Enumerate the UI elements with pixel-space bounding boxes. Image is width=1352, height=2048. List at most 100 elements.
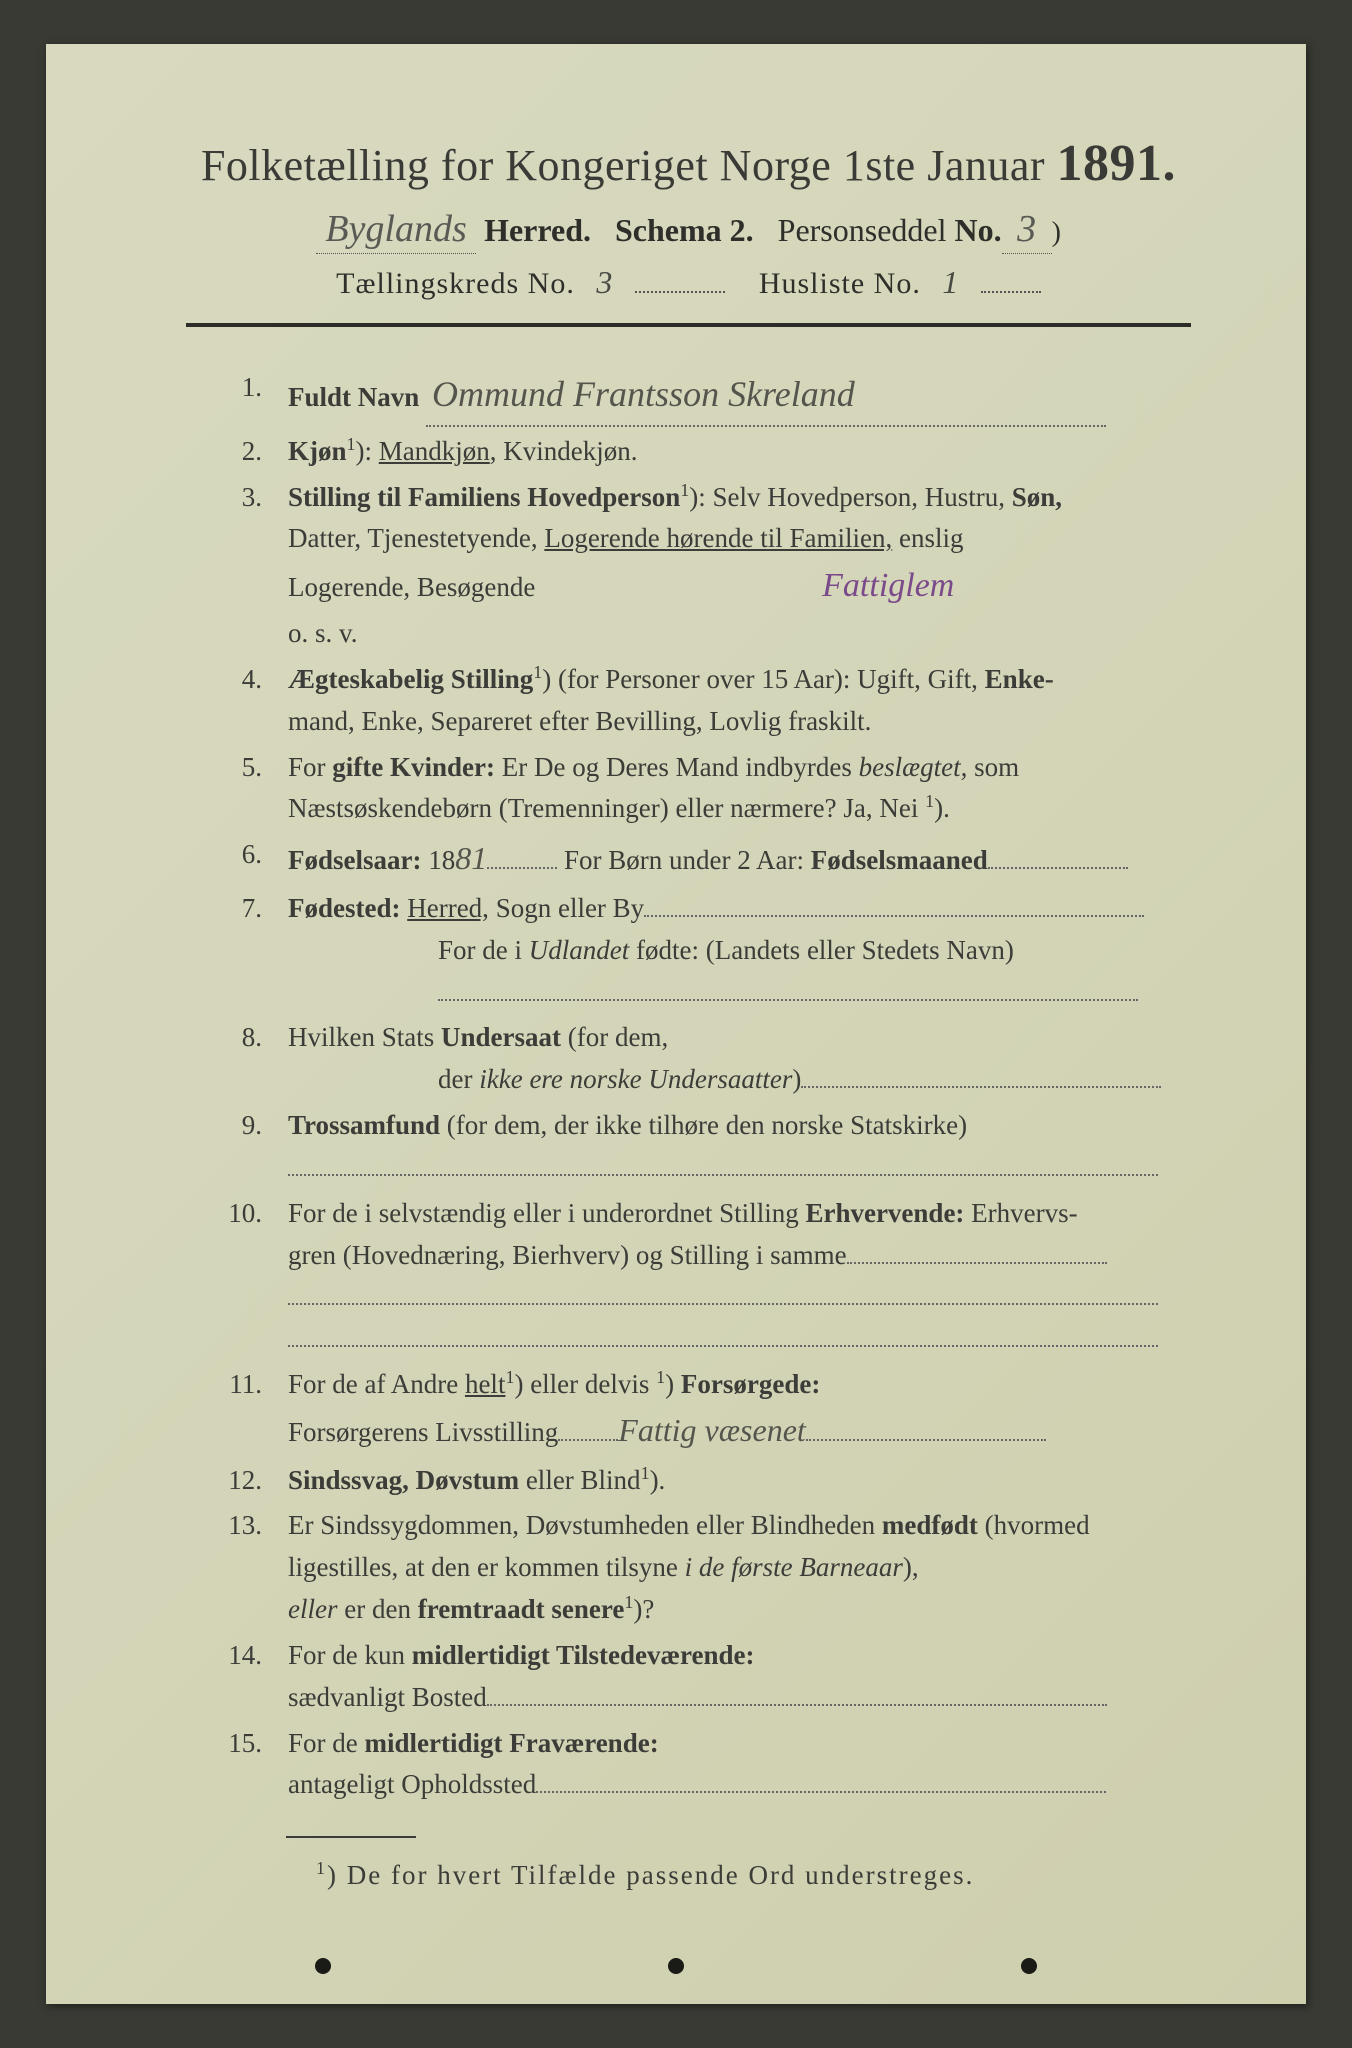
item-number: 2.: [216, 431, 288, 473]
item-11: 11. For de af Andre helt1) eller delvis …: [216, 1364, 1191, 1455]
hole-icon: [668, 1958, 684, 1974]
text: ).: [650, 1465, 666, 1495]
text: For Børn under 2 Aar:: [557, 845, 810, 875]
field-label: gifte Kvinder:: [332, 752, 495, 782]
dotted-line: [536, 1791, 1106, 1793]
item-1: 1. Fuldt Navn Ommund Frantsson Skreland: [216, 367, 1191, 427]
text: ligestilles, at den er kommen tilsyne: [288, 1552, 685, 1582]
kreds-row: Tællingskreds No.3 Husliste No.1: [186, 264, 1191, 301]
text: For: [288, 752, 332, 782]
footnote-ref: 1: [533, 662, 542, 682]
item-14: 14. For de kun midlertidigt Tilstedevære…: [216, 1635, 1191, 1719]
text: ) eller delvis: [514, 1369, 656, 1399]
text: 18: [421, 845, 455, 875]
dotted-line: [847, 1262, 1107, 1264]
item-body: Sindssvag, Døvstum eller Blind1).: [288, 1460, 1191, 1502]
dotted-line: [558, 1439, 618, 1441]
bold-text: medfødt: [882, 1510, 978, 1540]
herred-handwritten: Byglands: [316, 207, 476, 254]
item-5: 5. For gifte Kvinder: Er De og Deres Man…: [216, 747, 1191, 831]
selected-option: Logerende hørende til Familien,: [544, 523, 892, 553]
item-12: 12. Sindssvag, Døvstum eller Blind1).: [216, 1460, 1191, 1502]
subtitle-row: Byglands Herred. Schema 2. Personseddel …: [186, 207, 1191, 254]
item-body: Fødested: Herred, Sogn eller By For de i…: [288, 888, 1191, 1014]
item-body: Ægteskabelig Stilling1) (for Personer ov…: [288, 659, 1191, 743]
item-6: 6. Fødselsaar: 1881 For Børn under 2 Aar…: [216, 834, 1191, 884]
text: ): [665, 1369, 681, 1399]
text: enslig: [892, 523, 963, 553]
paren-close: ): [1052, 217, 1061, 248]
bold-text: Undersaat: [441, 1022, 561, 1052]
item-body: For de midlertidigt Fraværende: antageli…: [288, 1723, 1191, 1807]
item-body: Er Sindssygdommen, Døvstumheden eller Bl…: [288, 1505, 1191, 1631]
item-number: 6.: [216, 834, 288, 884]
item-body: Kjøn1): Mandkjøn, Kvindekjøn.: [288, 431, 1191, 473]
text: er den: [337, 1594, 417, 1624]
field-label: Trossamfund: [288, 1110, 440, 1140]
handwritten-purple: Fattiglem: [822, 560, 954, 613]
text: )?: [633, 1594, 654, 1624]
dotted-line: [487, 867, 557, 869]
bold-text: Fødselsmaaned: [811, 845, 988, 875]
text: mand, Enke, Separeret efter Bevilling, L…: [288, 706, 871, 736]
text: (for dem,: [561, 1022, 668, 1052]
bold-text: Forsørgede:: [681, 1369, 820, 1399]
text: eller Blind: [519, 1465, 640, 1495]
person-label: Personseddel: [778, 212, 955, 248]
item-9: 9. Trossamfund (for dem, der ikke tilhør…: [216, 1105, 1191, 1189]
italic-text: i de første Barneaar: [685, 1552, 903, 1582]
text: Hvilken Stats: [288, 1022, 441, 1052]
person-no-label: No.: [955, 212, 1002, 248]
italic-text: eller: [288, 1594, 337, 1624]
hole-icon: [1021, 1958, 1037, 1974]
field-label: Kjøn: [288, 436, 347, 466]
text: ),: [903, 1552, 919, 1582]
text: sædvanligt Bosted: [288, 1682, 487, 1712]
footnote-text: ) De for hvert Tilfælde passende Ord und…: [327, 1860, 974, 1890]
text: For de af Andre: [288, 1369, 465, 1399]
item-body: Fødselsaar: 1881 For Børn under 2 Aar: F…: [288, 834, 1191, 884]
italic-text: ikke ere norske Undersaatter: [479, 1064, 792, 1094]
indent-line: der ikke ere norske Undersaatter): [288, 1059, 1191, 1101]
bold-text: Enke-: [985, 664, 1054, 694]
text: som: [967, 752, 1019, 782]
item-number: 8.: [216, 1017, 288, 1101]
field-label: Fødested:: [288, 893, 400, 923]
italic-text: Udlandet: [529, 935, 630, 965]
binding-holes: [46, 1958, 1306, 1974]
horizontal-rule: [186, 323, 1191, 327]
indent-line: [288, 972, 1191, 1014]
schema-label: Schema 2.: [615, 212, 754, 248]
text: Erhvervs-: [964, 1198, 1077, 1228]
footnote-ref: 1: [347, 434, 356, 454]
form-items: 1. Fuldt Navn Ommund Frantsson Skreland …: [186, 367, 1191, 1806]
item-number: 13.: [216, 1505, 288, 1631]
kreds-dots: [635, 291, 725, 293]
item-10: 10. For de i selvstændig eller i underor…: [216, 1193, 1191, 1360]
field-label: Stilling til Familiens Hovedperson: [288, 482, 680, 512]
footnote-marker: 1: [316, 1858, 327, 1878]
item-body: For de af Andre helt1) eller delvis 1) F…: [288, 1364, 1191, 1455]
text: ).: [934, 793, 950, 823]
field-label: Fuldt Navn: [288, 382, 419, 412]
item-15: 15. For de midlertidigt Fraværende: anta…: [216, 1723, 1191, 1807]
text: ):: [356, 436, 379, 466]
dotted-line: [801, 1086, 1161, 1088]
dotted-line: [644, 915, 1144, 917]
dotted-line: [988, 867, 1128, 869]
text: ) (for Personer over 15 Aar): Ugift, Gif…: [542, 664, 984, 694]
field-label: Fødselsaar:: [288, 845, 421, 875]
text: Forsørgerens Livsstilling: [288, 1417, 558, 1447]
text: Datter, Tjenestetyende,: [288, 523, 544, 553]
item-number: 5.: [216, 747, 288, 831]
bold-text: midlertidigt Tilstedeværende:: [412, 1640, 755, 1670]
text: For de i selvstændig eller i underordnet…: [288, 1198, 805, 1228]
dotted-line: [806, 1439, 1046, 1441]
text: fødte: (Landets eller Stedets Navn): [629, 935, 1014, 965]
footnote-ref: 1: [641, 1463, 650, 1483]
text: For de i: [438, 935, 529, 965]
item-body: Trossamfund (for dem, der ikke tilhøre d…: [288, 1105, 1191, 1189]
bold-text: Søn,: [1012, 482, 1062, 512]
dotted-line: [288, 1174, 1158, 1176]
text: For de: [288, 1728, 365, 1758]
